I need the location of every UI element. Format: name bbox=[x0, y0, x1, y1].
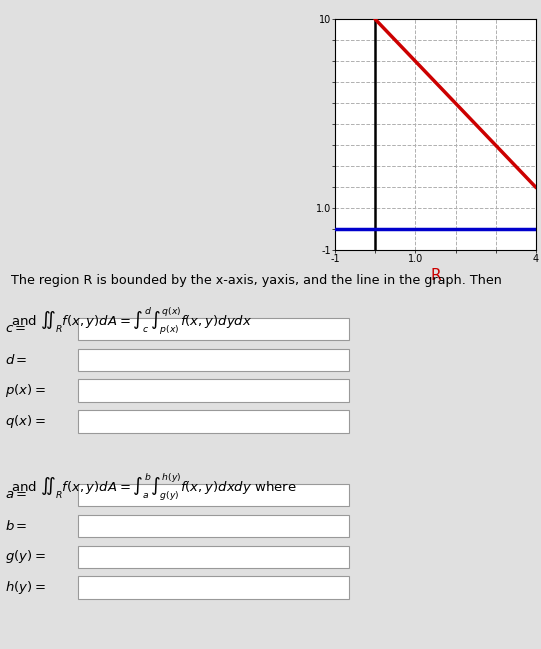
Bar bbox=[78, 349, 349, 371]
Text: $g(y) =$: $g(y) =$ bbox=[5, 548, 46, 565]
Text: The region R is bounded by the x-axis, yaxis, and the line in the graph. Then: The region R is bounded by the x-axis, y… bbox=[11, 275, 502, 288]
Bar bbox=[78, 380, 349, 402]
Text: $d =$: $d =$ bbox=[5, 353, 28, 367]
Bar bbox=[78, 515, 349, 537]
Text: $p(x) =$: $p(x) =$ bbox=[5, 382, 46, 399]
Text: $a =$: $a =$ bbox=[5, 489, 28, 502]
Bar bbox=[78, 410, 349, 433]
Text: and $\iint_R f(x,y)dA = \int_a^b \int_{g(y)}^{h(y)} f(x,y)dxdy$ where: and $\iint_R f(x,y)dA = \int_a^b \int_{g… bbox=[11, 471, 296, 502]
Bar bbox=[78, 546, 349, 568]
Text: $h(y) =$: $h(y) =$ bbox=[5, 579, 46, 596]
Bar bbox=[78, 484, 349, 506]
Bar bbox=[78, 317, 349, 340]
Text: and $\iint_R f(x,y)dA = \int_c^d \int_{p(x)}^{q(x)} f(x,y)dydx$: and $\iint_R f(x,y)dA = \int_c^d \int_{p… bbox=[11, 305, 252, 336]
Text: $q(x) =$: $q(x) =$ bbox=[5, 413, 46, 430]
X-axis label: R: R bbox=[430, 268, 441, 283]
Text: $b =$: $b =$ bbox=[5, 519, 28, 533]
Bar bbox=[78, 576, 349, 599]
Text: $c =$: $c =$ bbox=[5, 323, 27, 336]
